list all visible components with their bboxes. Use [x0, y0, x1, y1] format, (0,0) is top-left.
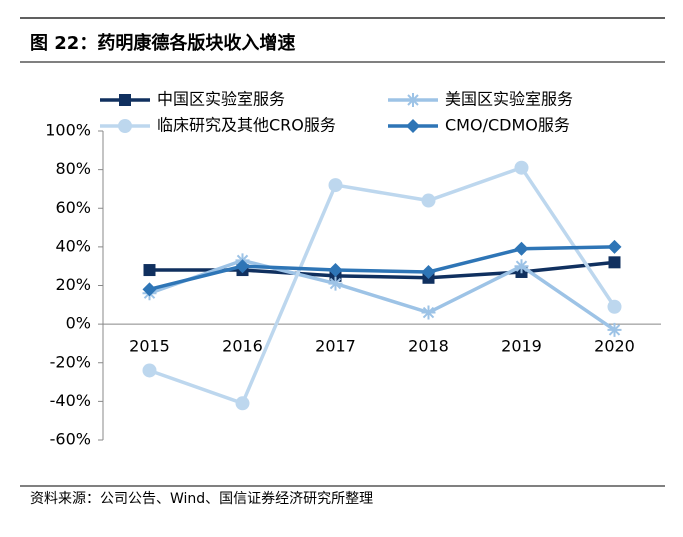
y-tick-label: 100% — [45, 121, 91, 140]
chart-title: 图 22：药明康德各版块收入增速 — [30, 32, 295, 54]
point-marker — [607, 299, 622, 314]
x-tick-label: 2016 — [222, 337, 263, 356]
series-line — [148, 258, 616, 332]
point-marker — [143, 264, 156, 277]
x-tick-label: 2020 — [594, 337, 635, 356]
legend-marker — [118, 119, 132, 133]
point-marker — [328, 276, 343, 291]
y-tick-label: 60% — [55, 198, 91, 217]
point-marker — [421, 305, 436, 320]
legend-marker — [119, 94, 131, 106]
y-tick-label: -60% — [50, 430, 91, 449]
point-marker — [235, 396, 250, 411]
source-note: 资料来源：公司公告、Wind、国信证券经济研究所整理 — [30, 491, 373, 507]
legend-label: CMO/CDMO服务 — [445, 116, 570, 135]
point-marker — [235, 259, 250, 274]
x-tick-label: 2019 — [501, 337, 542, 356]
y-tick-label: -40% — [50, 391, 91, 410]
point-marker — [421, 264, 436, 279]
point-marker — [514, 160, 529, 175]
point-marker — [607, 239, 622, 254]
y-tick-label: 20% — [55, 275, 91, 294]
point-marker — [608, 256, 621, 269]
point-marker — [514, 241, 529, 256]
y-tick-label: 80% — [55, 159, 91, 178]
series-line — [149, 245, 615, 292]
y-tick-label: 0% — [66, 314, 91, 333]
point-marker — [142, 282, 157, 297]
x-tick-label: 2015 — [129, 337, 170, 356]
legend-label: 美国区实验室服务 — [445, 90, 573, 109]
y-tick-label: 40% — [55, 236, 91, 255]
y-tick-label: -20% — [50, 352, 91, 371]
point-marker — [328, 178, 343, 193]
legend-marker — [406, 119, 420, 133]
legend-label: 临床研究及其他CRO服务 — [157, 116, 336, 135]
x-tick-label: 2017 — [315, 337, 356, 356]
series-line — [148, 165, 616, 406]
point-marker — [421, 193, 436, 208]
point-marker — [607, 322, 622, 337]
x-tick-label: 2018 — [408, 337, 449, 356]
point-marker — [142, 363, 157, 378]
point-marker — [328, 263, 343, 278]
legend-marker — [406, 93, 420, 107]
legend-label: 中国区实验室服务 — [157, 90, 285, 109]
point-marker — [514, 259, 529, 274]
